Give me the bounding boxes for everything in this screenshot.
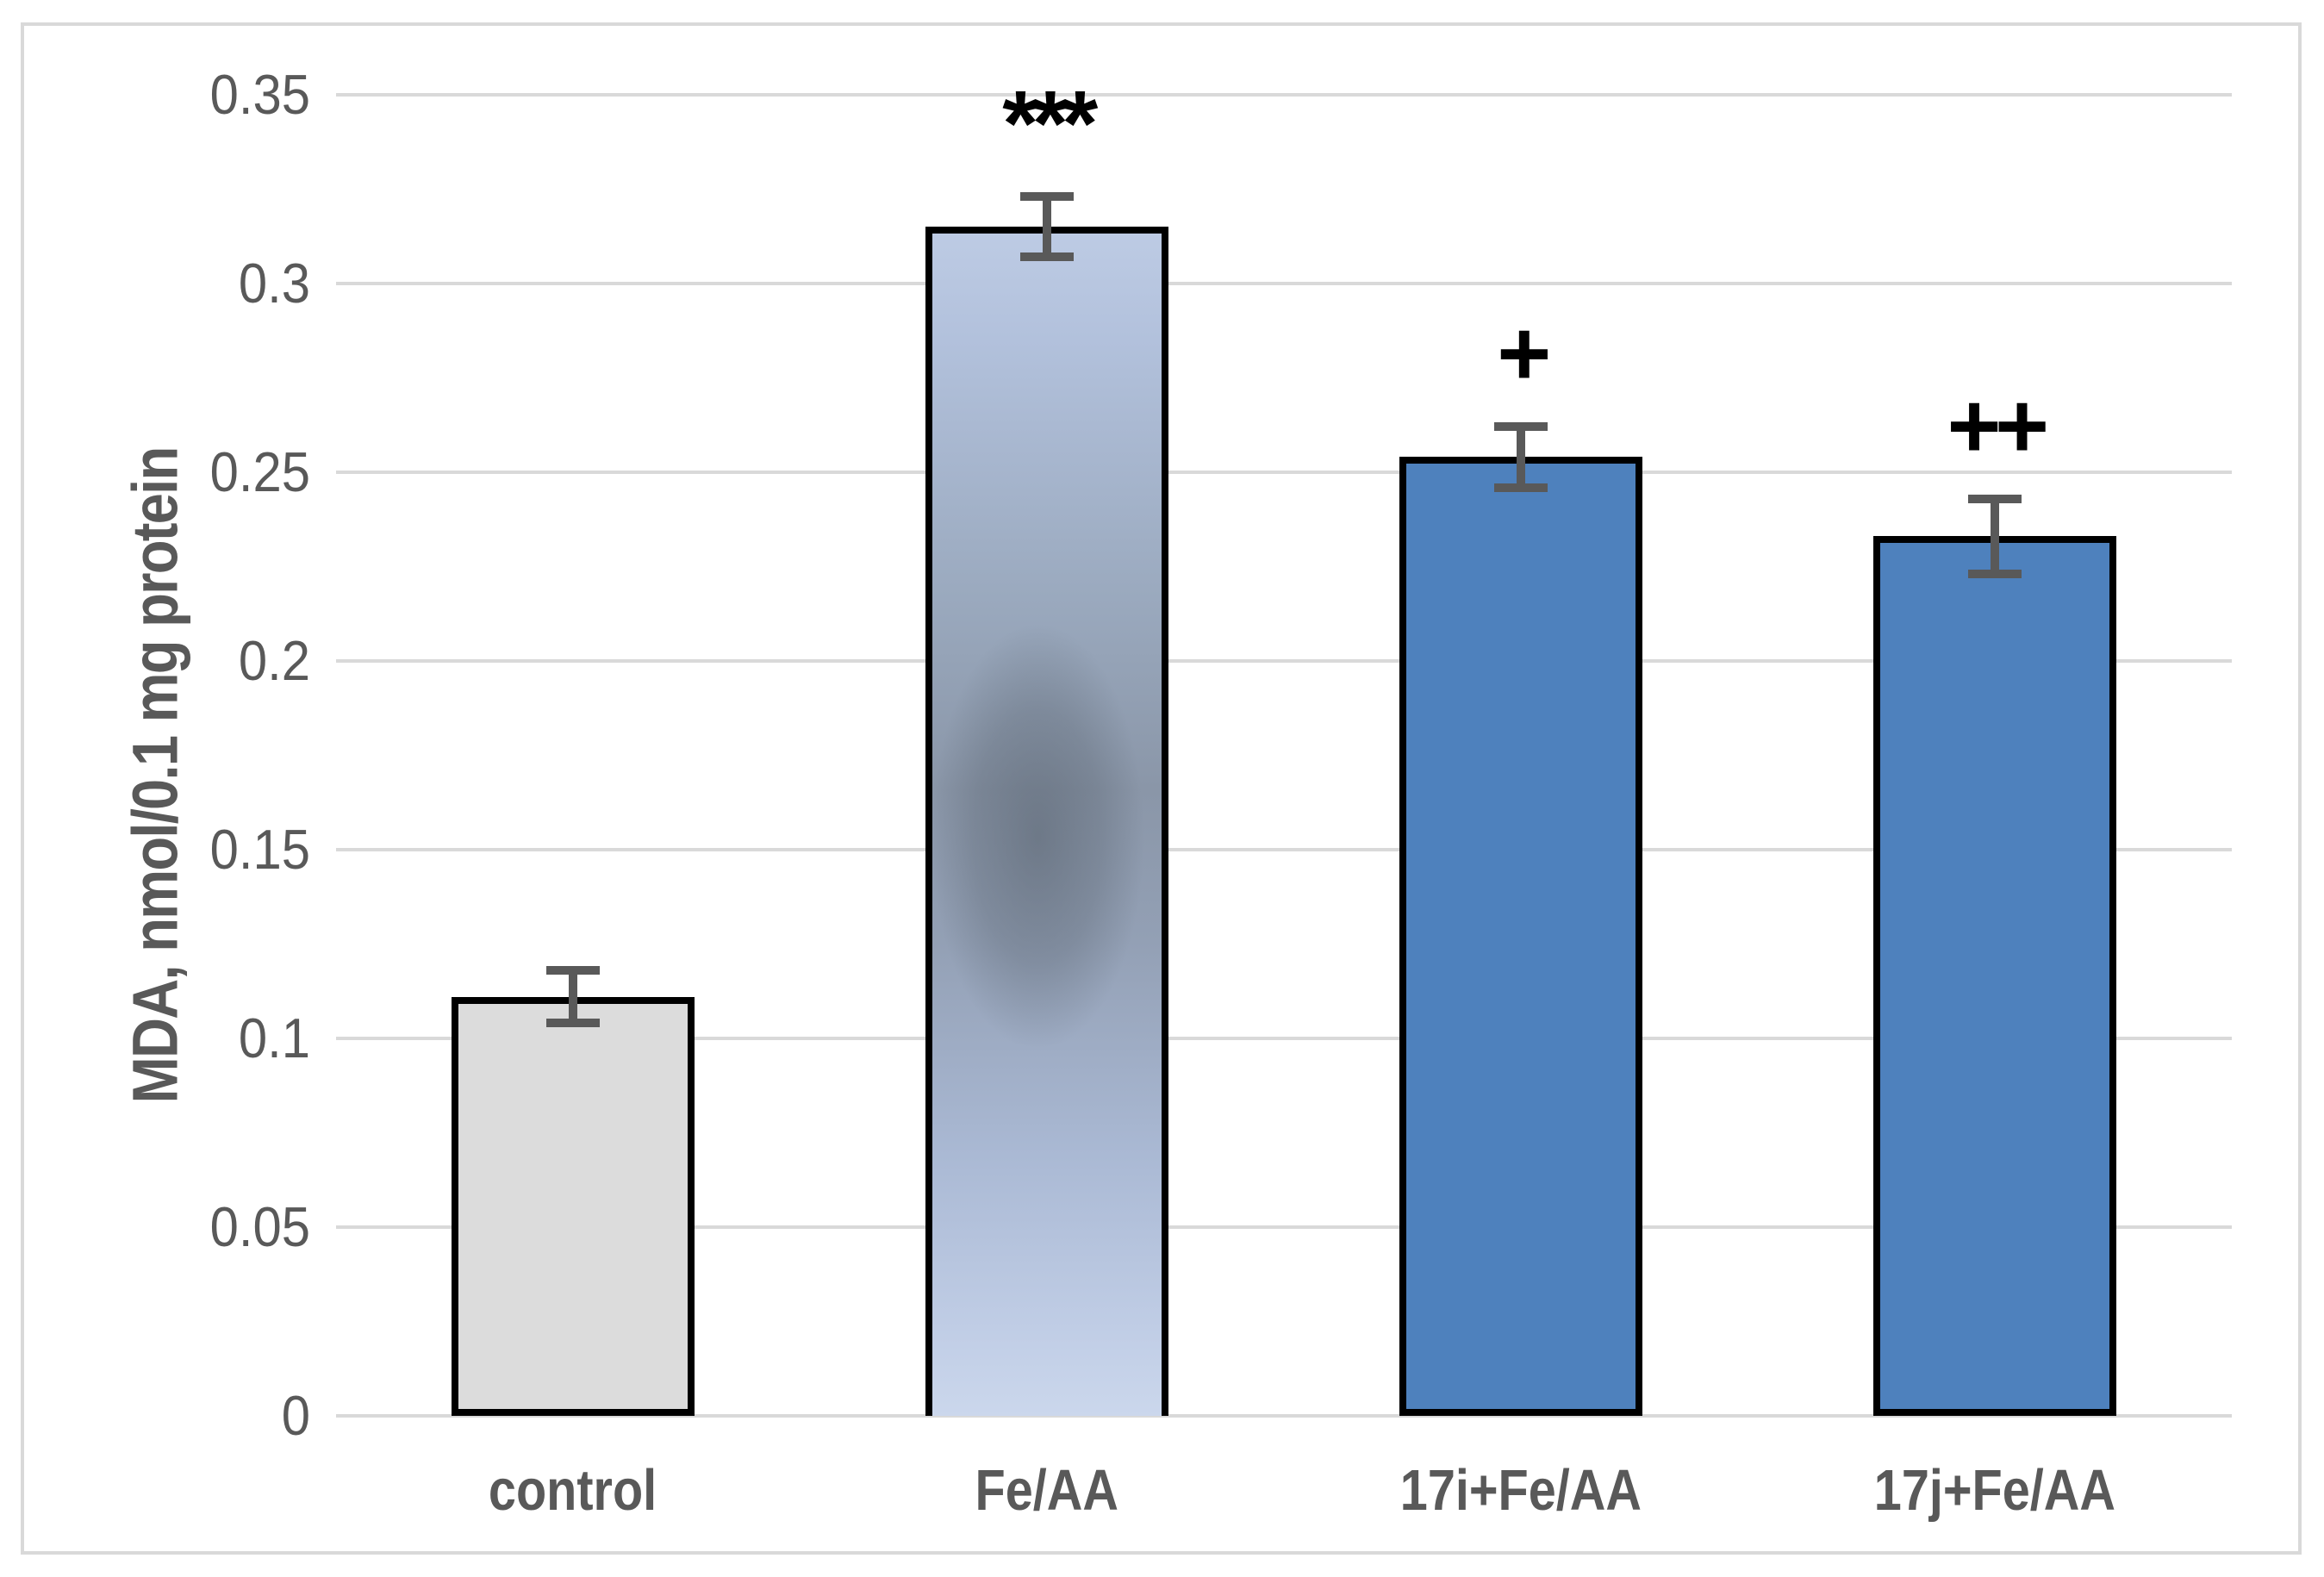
bar-Fe/AA [925, 227, 1168, 1416]
x-axis-label-control: control [336, 1448, 810, 1534]
y-tick-label: 0.1 [238, 1007, 310, 1069]
y-tick-label: 0.35 [209, 63, 310, 126]
y-tick-label: 0 [281, 1384, 310, 1447]
gridline-0.25 [336, 471, 2232, 474]
x-axis-label-Fe/AA: Fe/AA [810, 1448, 1284, 1534]
error-bar-control [569, 970, 577, 1024]
error-bar-17j+Fe/AA [1991, 498, 1999, 575]
significance-marker-Fe/AA: *** [1002, 71, 1098, 176]
gridline-0.35 [336, 93, 2232, 97]
x-axis-label-text: control [489, 1458, 657, 1523]
error-bar-cap-top-17j+Fe/AA [1968, 494, 2022, 503]
gridline-0 [336, 1414, 2232, 1418]
error-bar-cap-top-Fe/AA [1020, 192, 1074, 202]
gridline-0.15 [336, 848, 2232, 851]
y-tick-label: 0.25 [209, 440, 310, 503]
error-bar-Fe/AA [1043, 196, 1051, 258]
y-tick-label: 0.05 [209, 1195, 310, 1258]
bar-17j+Fe/AA [1873, 536, 2116, 1416]
gridline-0.3 [336, 282, 2232, 285]
x-axis-label-17j+Fe/AA: 17j+Fe/AA [1758, 1448, 2232, 1534]
y-tick-label: 0.15 [209, 818, 310, 881]
y-tick-label: 0.2 [238, 629, 310, 692]
error-bar-cap-bottom-17j+Fe/AA [1968, 570, 2022, 579]
error-bar-17i+Fe/AA [1517, 427, 1525, 488]
x-axis-label-17i+Fe/AA: 17i+Fe/AA [1284, 1448, 1758, 1534]
x-axis-label-text: Fe/AA [975, 1458, 1119, 1523]
significance-marker-17j+Fe/AA: ++ [1947, 372, 2049, 477]
gridline-0.1 [336, 1037, 2232, 1040]
x-axis-label-text: 17j+Fe/AA [1873, 1458, 2116, 1523]
significance-marker-17i+Fe/AA: + [1497, 301, 1551, 406]
error-bar-cap-top-control [546, 966, 600, 975]
error-bar-cap-top-17i+Fe/AA [1494, 422, 1548, 432]
gridline-0.05 [336, 1225, 2232, 1229]
y-tick-label: 0.3 [238, 252, 310, 315]
error-bar-cap-bottom-control [546, 1019, 600, 1028]
gridline-0.2 [336, 659, 2232, 663]
error-bar-cap-bottom-Fe/AA [1020, 252, 1074, 262]
error-bar-cap-bottom-17i+Fe/AA [1494, 483, 1548, 492]
x-axis-label-text: 17i+Fe/AA [1399, 1458, 1642, 1523]
bar-control [452, 996, 695, 1416]
bar-17i+Fe/AA [1399, 457, 1642, 1416]
